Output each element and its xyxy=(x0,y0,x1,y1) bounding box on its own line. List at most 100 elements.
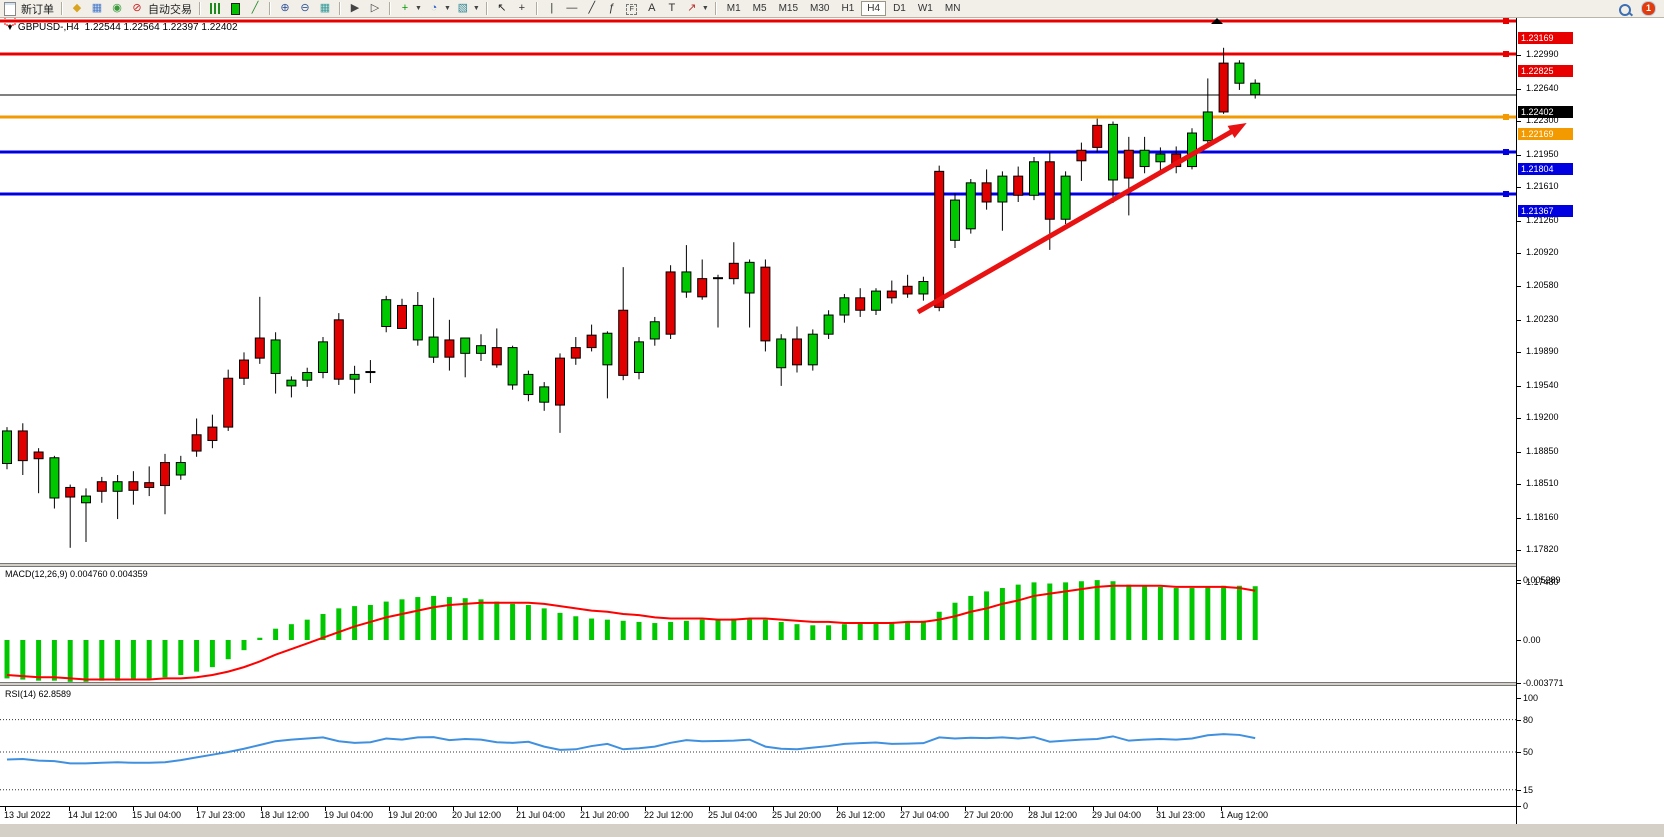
timeframe-button-m5[interactable]: M5 xyxy=(752,3,767,14)
price-axis-label: 1.21950 xyxy=(1526,148,1559,159)
timeframe-button-m15[interactable]: M15 xyxy=(778,3,799,14)
bar-chart-icon[interactable] xyxy=(206,1,224,16)
time-axis-label: 22 Jul 12:00 xyxy=(644,810,694,820)
chart-collapse-icon[interactable]: ▼ xyxy=(6,23,14,32)
price-axis-tick xyxy=(1517,154,1521,156)
fibonacci-icon[interactable]: F xyxy=(623,1,641,16)
toolbar-separator xyxy=(535,2,538,15)
price-badge: 1.23169 xyxy=(1518,32,1573,45)
equidistant-channel-icon[interactable]: ƒ xyxy=(608,2,615,14)
dropdown-arrow-icon[interactable]: ▼ xyxy=(472,5,480,12)
horizontal-line-icon[interactable]: — xyxy=(566,2,578,14)
timeframe-button-m30[interactable]: M30 xyxy=(810,3,830,14)
dropdown-arrow-icon[interactable]: ▼ xyxy=(443,5,451,12)
fibonacci-icon: F xyxy=(626,4,638,15)
macd-axis-label: 0.00 xyxy=(1523,635,1541,645)
macd-axis-label: 0.005289 xyxy=(1523,575,1561,586)
auto-scroll-icon[interactable]: ▶ xyxy=(350,2,360,14)
candlestick-chart-icon[interactable] xyxy=(226,1,244,16)
label-icon[interactable]: T xyxy=(668,2,676,14)
time-axis-label: 29 Jul 04:00 xyxy=(1092,810,1142,820)
rsi-pane[interactable] xyxy=(0,686,1516,806)
dropdown-arrow-icon[interactable]: ▼ xyxy=(701,5,709,12)
new-order-button[interactable]: 新订单 xyxy=(21,3,54,16)
market-watch-icon[interactable]: ◆ xyxy=(72,2,82,14)
macd-axis-tick xyxy=(1517,682,1521,684)
price-axis-tick xyxy=(1517,352,1521,354)
zoom-out-icon[interactable]: ⊖ xyxy=(300,2,310,14)
search-icon[interactable] xyxy=(1619,3,1631,16)
timeframe-button-h4[interactable]: H4 xyxy=(861,1,887,16)
zoom-in-icon[interactable]: ⊕ xyxy=(280,2,290,14)
navigator-icon[interactable]: ▦ xyxy=(91,2,103,14)
notification-badge[interactable]: 1 xyxy=(1641,1,1656,16)
indicators-icon[interactable]: + xyxy=(401,2,409,14)
pane-splitter[interactable] xyxy=(0,683,1516,686)
cursor-icon[interactable]: ↖ xyxy=(497,2,507,14)
sound-alert-icon[interactable]: ◉ xyxy=(112,2,122,14)
price-badge: 1.21804 xyxy=(1518,162,1573,175)
price-axis-tick xyxy=(1517,451,1521,453)
price-axis[interactable]: 1.22990 1.22640 1.22300 1.21950 1.21610 1.212… xyxy=(1516,17,1664,824)
bar-chart-icon xyxy=(209,3,221,14)
time-axis-label: 19 Jul 04:00 xyxy=(324,810,374,820)
dropdown-arrow-icon[interactable]: ▼ xyxy=(415,5,422,12)
time-axis-label: 13 Jul 2022 xyxy=(4,810,51,820)
timeframe-button-m1[interactable]: M1 xyxy=(726,3,741,14)
rsi-axis-tick xyxy=(1517,719,1521,721)
time-axis-label: 18 Jul 12:00 xyxy=(260,810,310,820)
toolbar-separator xyxy=(269,2,271,15)
templates-icon[interactable]: ▧ xyxy=(457,2,469,14)
tile-windows-icon[interactable]: ▦ xyxy=(319,2,331,14)
price-axis-tick xyxy=(1517,220,1521,222)
price-axis-tick xyxy=(1517,253,1521,255)
price-axis-tick xyxy=(1517,517,1521,519)
time-axis-label: 27 Jul 04:00 xyxy=(900,810,950,820)
line-chart-icon[interactable]: ╱ xyxy=(251,2,259,14)
chart-shift-icon[interactable]: ▷ xyxy=(370,2,380,14)
vertical-line-icon[interactable]: | xyxy=(550,2,554,14)
trendline-icon[interactable]: ╱ xyxy=(588,2,596,14)
timeframe-button-mn[interactable]: MN xyxy=(944,3,961,14)
macd-axis-tick xyxy=(1517,580,1521,582)
time-axis-tick xyxy=(261,807,262,811)
arrows-icon[interactable]: ↗ xyxy=(687,2,697,14)
time-axis-label: 21 Jul 04:00 xyxy=(516,810,566,820)
macd-label: MACD(12,26,9) 0.004760 0.004359 xyxy=(5,569,148,579)
periods-icon[interactable]: ◔ xyxy=(430,2,438,14)
time-axis[interactable]: 13 Jul 2022 14 Jul 12:00 15 Jul 04:00 17 Ju… xyxy=(0,806,1516,825)
macd-pane[interactable] xyxy=(0,567,1516,683)
text-icon[interactable]: A xyxy=(648,2,656,14)
time-axis-tick xyxy=(1093,807,1094,811)
crosshair-icon[interactable]: + xyxy=(518,2,526,14)
timeframe-button-h1[interactable]: H1 xyxy=(841,3,855,14)
price-axis-tick xyxy=(1517,484,1521,486)
time-axis-tick xyxy=(1029,807,1030,811)
price-axis-label: 1.18160 xyxy=(1526,511,1559,522)
price-axis-label: 1.22300 xyxy=(1526,115,1559,126)
chart-ohlc-values: 1.22544 1.22564 1.22397 1.22402 xyxy=(84,22,238,33)
price-axis-label: 1.20230 xyxy=(1526,313,1559,324)
pane-splitter[interactable] xyxy=(0,564,1516,567)
timeframe-button-w1[interactable]: W1 xyxy=(917,3,933,14)
toolbar-separator xyxy=(339,2,341,15)
time-axis-tick xyxy=(965,807,966,811)
rsi-axis-label: 80 xyxy=(1523,714,1534,725)
price-chart-pane[interactable] xyxy=(0,17,1516,564)
price-axis-label: 1.21610 xyxy=(1526,181,1559,192)
time-axis-tick xyxy=(709,807,710,811)
price-badge: 1.22169 xyxy=(1518,127,1573,140)
price-axis-tick xyxy=(1517,121,1521,123)
new-order-icon[interactable] xyxy=(1,1,19,16)
price-axis-label: 1.20920 xyxy=(1526,247,1559,258)
price-axis-tick xyxy=(1517,319,1521,321)
window-bottom-strip xyxy=(0,824,1664,837)
time-axis-label: 26 Jul 12:00 xyxy=(836,810,886,820)
autotrading-button[interactable]: 自动交易 xyxy=(148,3,192,16)
price-axis-label: 1.17820 xyxy=(1526,544,1559,555)
timeframe-button-d1[interactable]: D1 xyxy=(893,3,906,14)
time-axis-label: 1 Aug 12:00 xyxy=(1220,810,1269,820)
new-order-icon xyxy=(4,2,16,16)
autotrading-icon[interactable]: ⊘ xyxy=(132,2,142,14)
